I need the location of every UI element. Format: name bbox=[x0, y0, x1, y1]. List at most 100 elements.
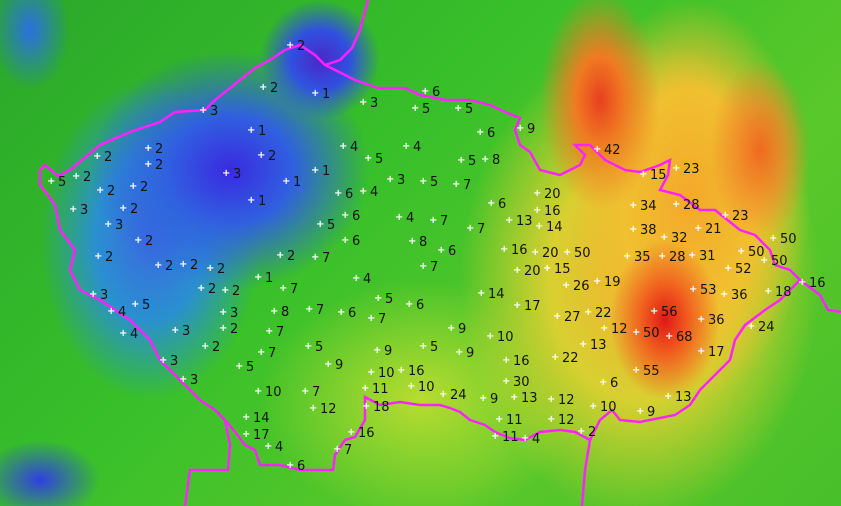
plus-icon: + bbox=[96, 185, 105, 196]
plus-icon: + bbox=[639, 169, 648, 180]
plus-icon: + bbox=[658, 251, 667, 262]
station-value-label: 20 bbox=[542, 246, 559, 261]
plus-icon: + bbox=[672, 199, 681, 210]
plus-icon: + bbox=[367, 367, 376, 378]
station-value-label: 2 bbox=[140, 180, 149, 195]
plus-icon: + bbox=[724, 263, 733, 274]
station-value-label: 7 bbox=[440, 214, 449, 229]
plus-icon: + bbox=[660, 232, 669, 243]
plus-icon: + bbox=[89, 289, 98, 300]
station-value-label: 9 bbox=[466, 346, 475, 361]
station-value-label: 15 bbox=[554, 262, 571, 277]
plus-icon: + bbox=[219, 323, 228, 334]
plus-icon: + bbox=[563, 247, 572, 258]
station-value-label: 5 bbox=[422, 102, 431, 117]
station-value-label: 1 bbox=[258, 194, 267, 209]
station-value-label: 4 bbox=[406, 211, 415, 226]
station-value-label: 8 bbox=[492, 153, 501, 168]
station-value-label: 21 bbox=[705, 222, 722, 237]
plus-icon: + bbox=[584, 307, 593, 318]
plus-icon: + bbox=[397, 365, 406, 376]
plus-icon: + bbox=[282, 176, 291, 187]
station-value-label: 15 bbox=[650, 168, 667, 183]
plus-icon: + bbox=[247, 195, 256, 206]
station-value-label: 1 bbox=[258, 124, 267, 139]
station-value-label: 3 bbox=[190, 373, 199, 388]
plus-icon: + bbox=[206, 263, 215, 274]
plus-icon: + bbox=[455, 347, 464, 358]
plus-icon: + bbox=[672, 163, 681, 174]
station-value-label: 9 bbox=[527, 122, 536, 137]
plus-icon: + bbox=[221, 285, 230, 296]
station-value-label: 36 bbox=[708, 313, 725, 328]
station-value-label: 4 bbox=[275, 440, 284, 455]
plus-icon: + bbox=[688, 250, 697, 261]
station-value-label: 4 bbox=[363, 272, 372, 287]
station-value-label: 24 bbox=[450, 388, 467, 403]
station-value-label: 2 bbox=[83, 170, 92, 185]
plus-icon: + bbox=[254, 386, 263, 397]
station-value-label: 12 bbox=[558, 413, 575, 428]
station-value-label: 28 bbox=[683, 198, 700, 213]
station-value-label: 7 bbox=[378, 312, 387, 327]
plus-icon: + bbox=[179, 374, 188, 385]
station-value-label: 3 bbox=[100, 288, 109, 303]
station-value-label: 36 bbox=[731, 288, 748, 303]
plus-icon: + bbox=[764, 286, 773, 297]
station-value-label: 13 bbox=[590, 338, 607, 353]
plus-icon: + bbox=[286, 460, 295, 471]
station-value-label: 9 bbox=[335, 358, 344, 373]
station-value-label: 4 bbox=[350, 140, 359, 155]
station-value-label: 2 bbox=[155, 142, 164, 157]
station-value-label: 7 bbox=[463, 178, 472, 193]
plus-icon: + bbox=[535, 221, 544, 232]
plus-icon: + bbox=[769, 233, 778, 244]
plus-icon: + bbox=[286, 40, 295, 51]
station-value-label: 5 bbox=[327, 218, 336, 233]
plus-icon: + bbox=[491, 431, 500, 442]
station-value-label: 24 bbox=[758, 320, 775, 335]
plus-icon: + bbox=[333, 444, 342, 455]
plus-icon: + bbox=[337, 307, 346, 318]
station-value-label: 10 bbox=[265, 385, 282, 400]
station-value-label: 50 bbox=[771, 254, 788, 269]
plus-icon: + bbox=[362, 401, 371, 412]
station-value-label: 3 bbox=[115, 218, 124, 233]
station-value-label: 18 bbox=[373, 400, 390, 415]
plus-icon: + bbox=[134, 235, 143, 246]
plus-icon: + bbox=[553, 311, 562, 322]
station-value-label: 56 bbox=[661, 305, 678, 320]
station-value-label: 4 bbox=[118, 305, 127, 320]
border-line bbox=[580, 439, 592, 506]
plus-icon: + bbox=[347, 427, 356, 438]
station-value-label: 50 bbox=[574, 246, 591, 261]
station-value-label: 16 bbox=[513, 354, 530, 369]
station-value-label: 50 bbox=[643, 326, 660, 341]
station-value-label: 2 bbox=[208, 282, 217, 297]
plus-icon: + bbox=[311, 88, 320, 99]
station-value-label: 5 bbox=[315, 340, 324, 355]
station-value-label: 6 bbox=[348, 306, 357, 321]
station-value-label: 6 bbox=[498, 197, 507, 212]
plus-icon: + bbox=[257, 150, 266, 161]
station-value-label: 5 bbox=[465, 102, 474, 117]
station-value-label: 2 bbox=[287, 249, 296, 264]
station-value-label: 68 bbox=[676, 330, 693, 345]
station-value-label: 50 bbox=[780, 232, 797, 247]
station-value-label: 2 bbox=[217, 262, 226, 277]
station-value-label: 6 bbox=[416, 298, 425, 313]
plus-icon: + bbox=[339, 141, 348, 152]
plus-icon: + bbox=[502, 355, 511, 366]
station-value-label: 1 bbox=[322, 164, 331, 179]
station-value-label: 2 bbox=[165, 259, 174, 274]
plus-icon: + bbox=[547, 394, 556, 405]
plus-icon: + bbox=[533, 205, 542, 216]
station-value-label: 7 bbox=[276, 325, 285, 340]
station-value-label: 22 bbox=[562, 351, 579, 366]
station-value-label: 16 bbox=[408, 364, 425, 379]
station-value-label: 2 bbox=[107, 184, 116, 199]
station-value-label: 10 bbox=[600, 400, 617, 415]
plus-icon: + bbox=[629, 200, 638, 211]
plus-icon: + bbox=[562, 280, 571, 291]
station-value-label: 11 bbox=[506, 413, 523, 428]
